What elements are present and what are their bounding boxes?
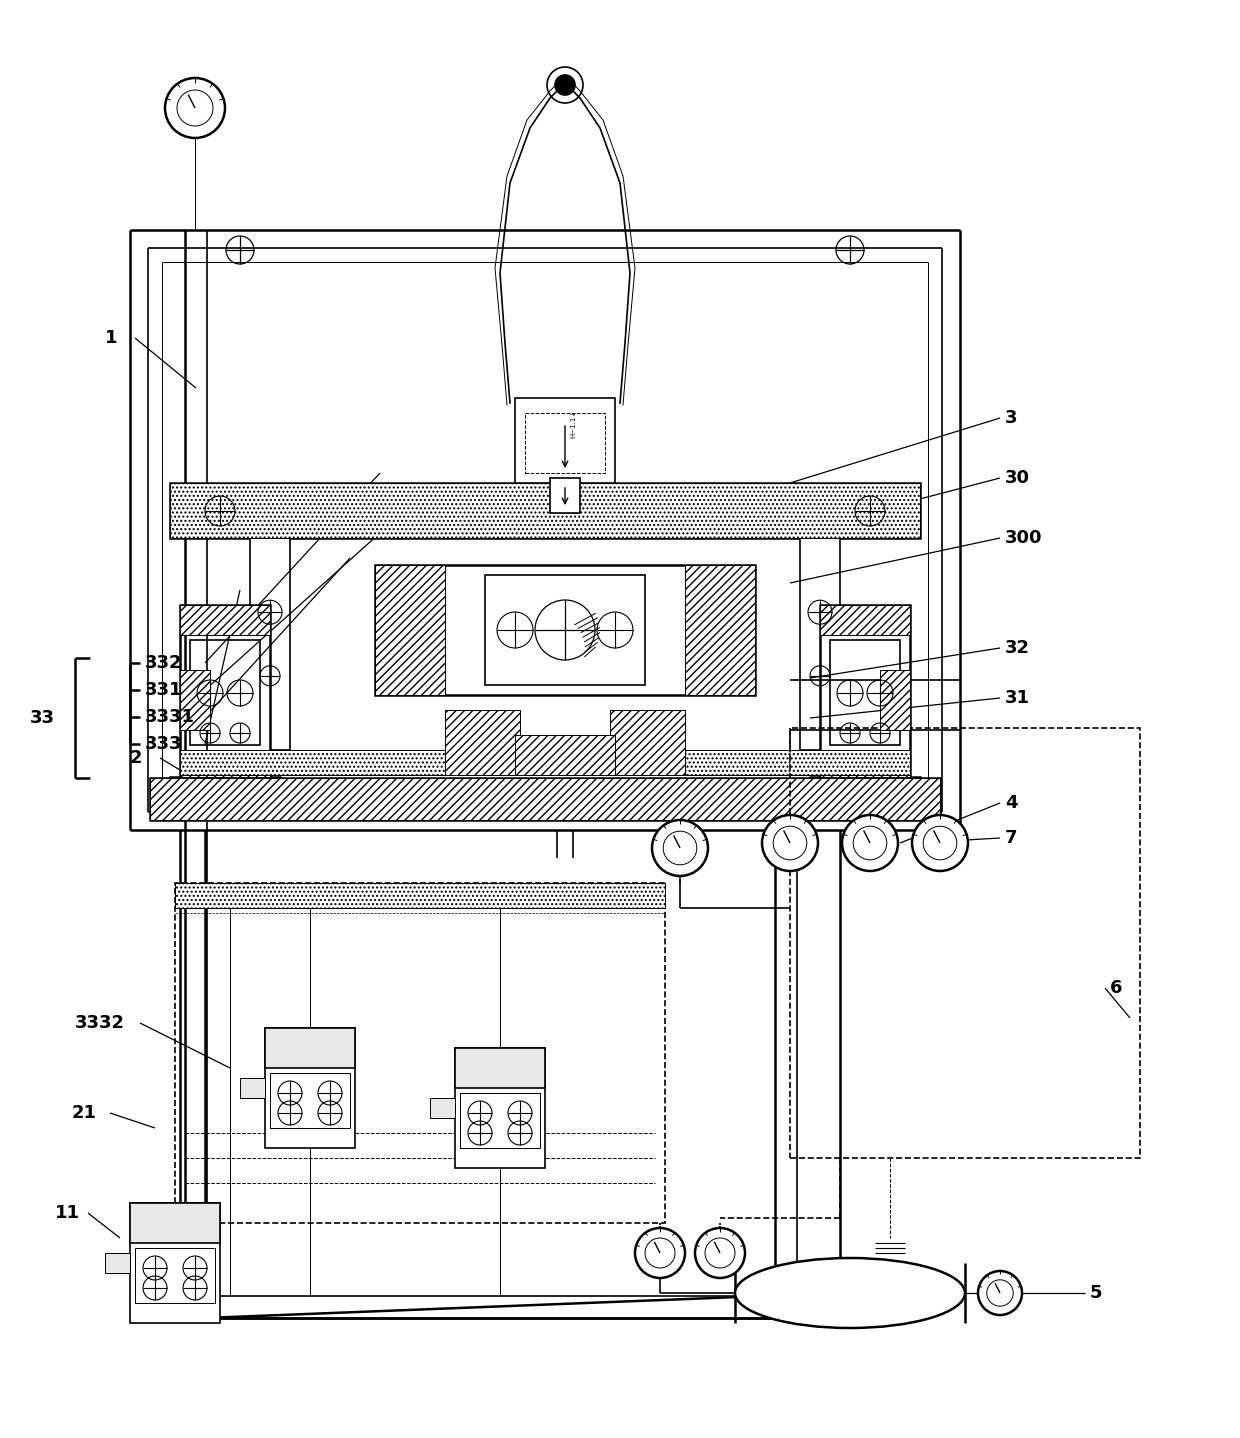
Bar — [445, 710, 520, 775]
Bar — [684, 565, 755, 695]
Circle shape — [774, 827, 807, 860]
Text: 5: 5 — [1090, 1284, 1102, 1301]
Bar — [515, 398, 615, 483]
Bar — [515, 735, 615, 775]
Text: 11: 11 — [55, 1204, 81, 1222]
Circle shape — [645, 1238, 675, 1268]
Bar — [430, 1099, 455, 1117]
Bar — [270, 1073, 350, 1127]
Bar — [265, 1028, 355, 1068]
Text: 332: 332 — [145, 654, 182, 672]
Bar — [170, 777, 280, 805]
Bar — [830, 640, 900, 745]
Text: 333: 333 — [145, 735, 182, 754]
Circle shape — [635, 1228, 684, 1278]
Text: 6: 6 — [1110, 979, 1122, 997]
Bar — [265, 1028, 355, 1148]
Bar — [460, 1053, 539, 1083]
Text: 3332: 3332 — [74, 1014, 125, 1032]
Circle shape — [663, 831, 697, 864]
Bar — [105, 1252, 130, 1273]
Bar — [810, 777, 920, 805]
Bar — [800, 538, 839, 751]
Bar — [520, 403, 610, 483]
Bar — [175, 883, 665, 907]
Bar — [460, 1093, 539, 1148]
Bar — [180, 670, 210, 731]
Bar — [525, 413, 605, 473]
Circle shape — [763, 815, 818, 871]
Text: 2: 2 — [130, 749, 143, 766]
Bar — [190, 640, 260, 745]
Text: 300: 300 — [1004, 529, 1043, 546]
Bar — [455, 1048, 546, 1168]
Circle shape — [706, 1238, 735, 1268]
Circle shape — [911, 815, 968, 871]
Bar — [180, 751, 270, 779]
Circle shape — [978, 1271, 1022, 1314]
Bar — [175, 883, 665, 907]
Bar — [180, 605, 270, 779]
Text: 3: 3 — [1004, 408, 1018, 427]
Bar — [820, 605, 910, 636]
Circle shape — [177, 91, 213, 127]
Circle shape — [987, 1280, 1013, 1306]
Circle shape — [924, 827, 957, 860]
Circle shape — [842, 815, 898, 871]
Bar — [485, 575, 645, 684]
Bar — [135, 1248, 215, 1303]
Bar — [250, 538, 290, 751]
Bar — [150, 778, 940, 820]
Text: 7: 7 — [1004, 828, 1018, 847]
Bar — [150, 778, 940, 820]
Bar — [374, 565, 755, 695]
Text: H~1.1↓: H~1.1↓ — [570, 410, 577, 439]
Text: 33: 33 — [30, 709, 55, 728]
Circle shape — [853, 827, 887, 860]
Bar — [374, 565, 445, 695]
Bar — [810, 777, 920, 805]
Bar — [551, 477, 580, 513]
Bar — [270, 1032, 350, 1063]
Text: 331: 331 — [145, 682, 182, 699]
Ellipse shape — [735, 1258, 965, 1329]
Circle shape — [694, 1228, 745, 1278]
Bar — [135, 1208, 215, 1238]
Text: 31: 31 — [1004, 689, 1030, 707]
Text: 30: 30 — [1004, 469, 1030, 487]
Bar — [455, 1048, 546, 1089]
Circle shape — [165, 78, 224, 138]
Bar — [180, 751, 910, 775]
Circle shape — [652, 820, 708, 876]
Bar — [130, 1204, 219, 1323]
Circle shape — [556, 75, 575, 95]
Bar — [180, 605, 270, 636]
Bar — [610, 710, 684, 775]
Text: 3331: 3331 — [145, 707, 195, 726]
Text: 1: 1 — [105, 329, 118, 347]
Bar — [820, 751, 910, 779]
Text: 4: 4 — [1004, 794, 1018, 812]
Text: 21: 21 — [72, 1104, 97, 1122]
Bar — [820, 605, 910, 779]
Bar — [170, 483, 920, 538]
Bar — [880, 670, 910, 731]
Bar — [170, 777, 280, 805]
Bar — [170, 483, 920, 538]
Bar — [241, 1078, 265, 1099]
Bar — [175, 883, 665, 1222]
Bar — [130, 1204, 219, 1242]
Text: 32: 32 — [1004, 638, 1030, 657]
Bar — [790, 728, 1140, 1158]
